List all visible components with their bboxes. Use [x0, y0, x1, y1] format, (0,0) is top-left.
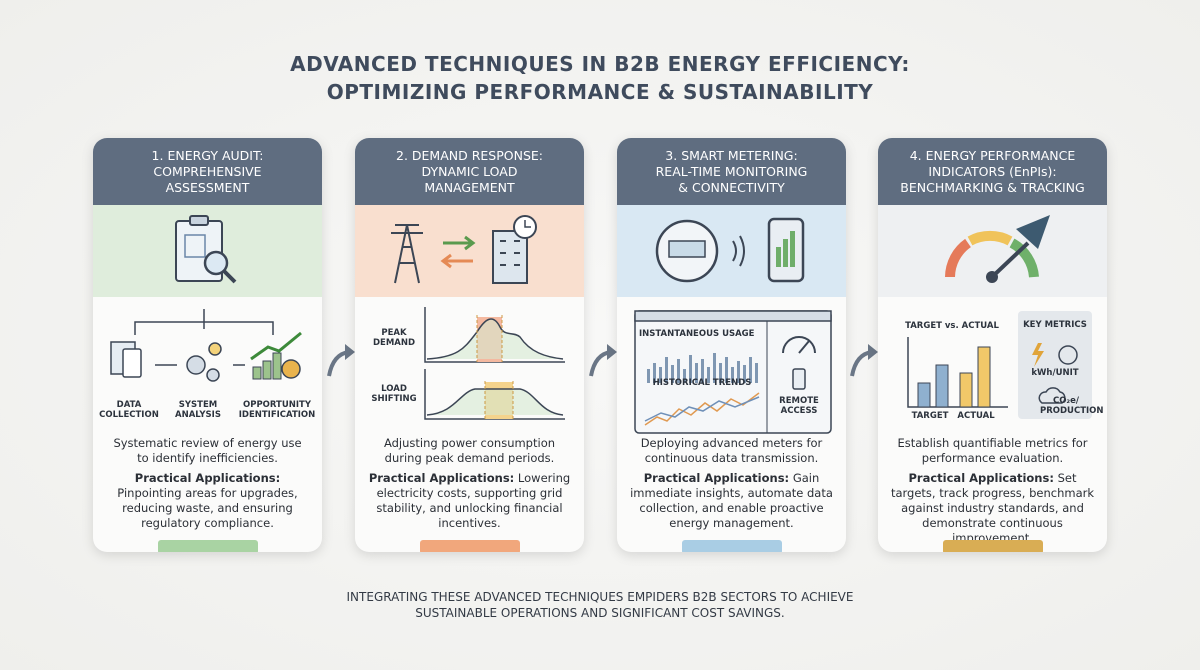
- flow-arrow: [589, 344, 617, 377]
- icon-band: [355, 205, 584, 297]
- practical-text: Pinpointing areas for upgrades, reducing…: [117, 486, 298, 530]
- description: Adjusting power consumption during peak …: [383, 436, 556, 465]
- accent-pill: [943, 540, 1043, 552]
- card: 2. DEMAND RESPONSE: DYNAMIC LOAD MANAGEM…: [355, 138, 584, 552]
- chart-label: PEAK DEMAND: [372, 328, 416, 348]
- icon-band: [617, 205, 846, 297]
- header-line: COMPREHENSIVE: [153, 164, 262, 179]
- chart-label: LOAD SHIFTING: [371, 384, 417, 404]
- practical-text: Gain immediate insights, automate data c…: [630, 471, 833, 530]
- title-line: ADVANCED TECHNIQUES IN B2B ENERGY EFFICI…: [290, 52, 910, 76]
- panel-label: INSTANTANEOUS USAGE: [639, 329, 755, 339]
- demand-charts: [424, 307, 565, 420]
- card-header: 1. ENERGY AUDIT: COMPREHENSIVE ASSESSMEN…: [93, 138, 322, 205]
- card: 1. ENERGY AUDIT: COMPREHENSIVE ASSESSMEN…: [93, 138, 322, 552]
- grid-icon: [391, 215, 537, 284]
- panel-label: HISTORICAL TRENDS: [652, 378, 752, 388]
- header-line: & CONNECTIVITY: [678, 180, 785, 195]
- chart-label: ACTUAL: [957, 411, 995, 421]
- card-header: 3. SMART METERING: REAL-TIME MONITORING …: [617, 138, 846, 205]
- dashboard: [634, 310, 832, 434]
- audit-icon: [175, 215, 237, 284]
- practical-label: Practical Applications:: [134, 471, 281, 485]
- practical-label: Practical Applications:: [368, 471, 515, 485]
- accent-pill: [158, 540, 258, 552]
- metrics-label: CO₂e/ PRODUCTION: [1040, 396, 1104, 416]
- process-diagram: [110, 309, 302, 382]
- description: Deploying advanced meters for continuous…: [640, 436, 823, 465]
- description: Systematic review of energy use to ident…: [113, 436, 302, 465]
- practical-text: Set targets, track progress, benchmark a…: [890, 471, 1095, 545]
- gauge-icon: [945, 215, 1050, 283]
- icon-band: [93, 205, 322, 297]
- header-line: 2. DEMAND RESPONSE:: [396, 148, 543, 163]
- flow-arrow: [850, 344, 878, 377]
- card: 3. SMART METERING: REAL-TIME MONITORING …: [617, 138, 846, 552]
- chart-label: TARGET: [911, 411, 949, 421]
- footer-line: SUSTAINABLE OPERATIONS AND SIGNIFICANT C…: [415, 606, 785, 620]
- header-line: 1. ENERGY AUDIT:: [151, 148, 264, 163]
- metrics-label: KEY METRICS: [1023, 320, 1087, 330]
- header-line: 4. ENERGY PERFORMANCE: [909, 148, 1076, 163]
- card-header: 2. DEMAND RESPONSE: DYNAMIC LOAD MANAGEM…: [355, 138, 584, 205]
- chart-label: TARGET vs. ACTUAL: [905, 321, 999, 331]
- card: 4. ENERGY PERFORMANCE INDICATORS (EnPIs)…: [878, 138, 1107, 552]
- header-line: MANAGEMENT: [424, 180, 515, 195]
- header-line: INDICATORS (EnPIs):: [928, 164, 1057, 179]
- card-header: 4. ENERGY PERFORMANCE INDICATORS (EnPIs)…: [878, 138, 1107, 205]
- flow-arrow: [327, 344, 355, 377]
- header-line: ASSESSMENT: [165, 180, 250, 195]
- practical-label: Practical Applications:: [908, 471, 1054, 485]
- practical: Practical Applications: Set targets, tra…: [890, 471, 1095, 546]
- panel-label: REMOTE ACCESS: [779, 396, 819, 416]
- icon-band: [878, 205, 1107, 297]
- accent-pill: [682, 540, 782, 552]
- accent-pill: [420, 540, 520, 552]
- step-label: DATA COLLECTION: [99, 400, 159, 420]
- step-label: OPPORTUNITY IDENTIFICATION: [238, 400, 316, 420]
- title-line: OPTIMIZING PERFORMANCE & SUSTAINABILITY: [326, 80, 874, 104]
- header-line: 3. SMART METERING:: [665, 148, 798, 163]
- header-line: BENCHMARKING & TRACKING: [900, 180, 1085, 195]
- practical-label: Practical Applications:: [643, 471, 790, 485]
- practical: Practical Applications: Gain immediate i…: [629, 471, 834, 531]
- meter-icon: [655, 217, 805, 283]
- step-label: SYSTEM ANALYSIS: [175, 400, 221, 420]
- target-chart: [907, 311, 1092, 419]
- metrics-label: kWh/UNIT: [1031, 368, 1079, 378]
- practical-text: Lowering electricity costs, supporting g…: [376, 471, 571, 530]
- description: Establish quantifiable metrics for perfo…: [897, 436, 1088, 465]
- practical: Practical Applications: Pinpointing area…: [105, 471, 310, 531]
- header-line: REAL-TIME MONITORING: [655, 164, 808, 179]
- practical: Practical Applications: Lowering electri…: [367, 471, 572, 531]
- header-line: DYNAMIC LOAD: [421, 164, 518, 179]
- footer-line: INTEGRATING THESE ADVANCED TECHNIQUES EM…: [346, 590, 854, 604]
